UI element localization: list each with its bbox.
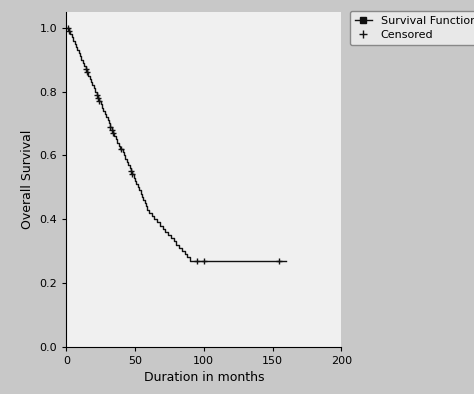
Survival Function [283, 258, 289, 263]
X-axis label: Duration in months: Duration in months [144, 371, 264, 384]
Censored [95, 96, 101, 100]
Censored [108, 124, 113, 129]
Line: Survival Function: Survival Function [66, 28, 286, 260]
Survival Function [98, 102, 103, 107]
Censored [201, 258, 207, 263]
Survival Function [187, 258, 193, 263]
Censored [94, 92, 100, 97]
Censored [194, 258, 200, 263]
Censored [276, 258, 282, 263]
Censored [110, 131, 116, 136]
Censored [66, 29, 72, 33]
Censored [65, 25, 71, 30]
Legend: Survival Function, Censored: Survival Function, Censored [350, 11, 474, 45]
Survival Function [109, 128, 115, 132]
Censored [129, 172, 135, 177]
Y-axis label: Overall Survival: Overall Survival [21, 130, 34, 229]
Survival Function [106, 121, 112, 126]
Survival Function [99, 105, 105, 110]
Survival Function [84, 70, 90, 75]
Censored [83, 67, 89, 72]
Censored [128, 169, 134, 174]
Censored [84, 70, 90, 75]
Line: Censored: Censored [64, 24, 283, 264]
Censored [118, 147, 124, 151]
Survival Function [64, 25, 69, 30]
Survival Function [121, 153, 127, 158]
Censored [97, 99, 102, 104]
Censored [109, 128, 115, 132]
